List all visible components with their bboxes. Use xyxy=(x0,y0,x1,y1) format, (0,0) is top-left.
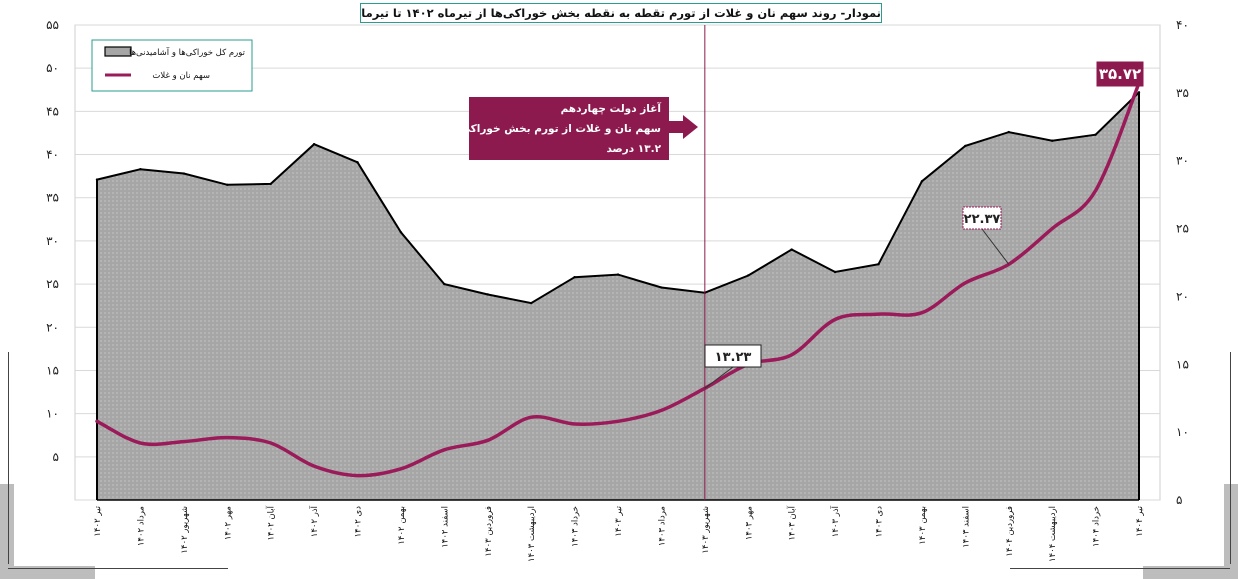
area-point xyxy=(139,168,142,171)
x-tick-label: بهمن ۱۴۰۲ xyxy=(397,506,407,545)
annotation-text-line: سهم نان و غلات از تورم بخش خوراکی‌ها: xyxy=(445,123,661,135)
area-point xyxy=(1007,130,1010,134)
x-tick-label: فروردین ۱۴۰۳ xyxy=(484,506,494,557)
annotation-text-line: آغاز دولت چهاردهم xyxy=(561,102,662,115)
y-left-tick-label: ۳۵ xyxy=(46,191,59,205)
area-point xyxy=(95,178,99,181)
frame-line-right xyxy=(1230,352,1231,564)
value-label-box xyxy=(962,206,1002,230)
area-point xyxy=(529,301,533,305)
x-tick-label: شهریور ۱۴۰۳ xyxy=(701,506,711,554)
x-tick-label: تیر ۱۴۰۲ xyxy=(93,505,103,536)
annotation-text-line: ۱۳.۲ درصد xyxy=(606,143,661,155)
y-right-tick-label: ۲۰ xyxy=(1176,289,1189,303)
x-tick-label: فروردین ۱۴۰۴ xyxy=(1005,506,1015,557)
x-tick-label: تیر ۱۴۰۴ xyxy=(1135,505,1145,536)
y-right-tick-label: ۱۰ xyxy=(1176,425,1189,439)
y-right-tick-label: ۳۰ xyxy=(1176,154,1189,168)
x-tick-label: مرداد ۱۴۰۲ xyxy=(136,506,146,546)
corner-decoration-bottom-right-base xyxy=(1143,566,1238,579)
x-tick-label: آبان ۱۴۰۲ xyxy=(265,505,277,540)
corner-decoration-bottom-left-base xyxy=(0,566,95,579)
area-point xyxy=(486,293,489,296)
area-point xyxy=(399,231,403,234)
x-tick-label: آذر ۱۴۰۳ xyxy=(829,505,841,537)
x-tick-label: اردیبهشت ۱۴۰۴ xyxy=(1048,506,1058,562)
y-left-tick-label: ۴۰ xyxy=(46,148,59,162)
area-point xyxy=(833,270,837,274)
area-point xyxy=(616,273,620,276)
y-left-tick-label: ۳۰ xyxy=(46,234,59,248)
area-fill-total-food-inflation xyxy=(97,92,1139,501)
value-label-box xyxy=(704,344,762,368)
y-left-tick-label: ۴۵ xyxy=(46,104,59,118)
y-right-tick-label: ۴۰ xyxy=(1176,18,1189,32)
value-label: ۳۵.۷۲ xyxy=(1099,65,1141,83)
value-label-box xyxy=(1096,61,1144,87)
x-tick-label: دی ۱۴۰۲ xyxy=(354,506,364,538)
value-label-leader xyxy=(704,366,734,389)
area-point xyxy=(269,182,272,186)
x-tick-label: دی ۱۴۰۳ xyxy=(875,506,885,538)
area-point xyxy=(920,180,924,183)
x-tick-label: تیر ۱۴۰۳ xyxy=(614,505,624,536)
area-point xyxy=(226,183,229,186)
area-point xyxy=(573,275,576,279)
area-point xyxy=(356,161,359,164)
x-tick-label: بهمن ۱۴۰۳ xyxy=(918,506,928,545)
annotation-arrow-icon xyxy=(669,115,698,139)
legend-label-area: تورم کل خوراکی‌ها و آشامیدنی‌ها xyxy=(129,46,246,58)
x-tick-label: آذر ۱۴۰۲ xyxy=(308,505,320,537)
x-tick-label: مرداد ۱۴۰۳ xyxy=(657,506,667,546)
x-tick-label: آبان ۱۴۰۳ xyxy=(786,505,798,540)
y-right-tick-label: ۵ xyxy=(1176,493,1182,507)
area-point xyxy=(312,142,316,146)
area-point xyxy=(790,248,793,251)
y-right-tick-label: ۲۵ xyxy=(1176,222,1189,236)
legend: تورم کل خوراکی‌ها و آشامیدنی‌ها سهم نان و… xyxy=(91,39,253,92)
value-label-leader xyxy=(981,228,1010,265)
y-left-tick-label: ۵۵ xyxy=(46,18,59,32)
area-point xyxy=(660,286,663,289)
y-left-tick-label: ۲۵ xyxy=(46,277,59,291)
y-left-tick-label: ۱۵ xyxy=(46,363,59,377)
chart-title: نمودار- روند سهم نان و غلات از تورم تقطه… xyxy=(360,3,882,23)
x-tick-label: اسفند ۱۴۰۲ xyxy=(440,506,450,548)
y-right-tick-label: ۱۵ xyxy=(1176,357,1189,371)
area-point xyxy=(747,274,750,277)
x-tick-label: شهریور ۱۴۰۲ xyxy=(180,506,190,554)
area-point xyxy=(443,282,446,286)
x-tick-label: اردیبهشت ۱۴۰۳ xyxy=(527,506,537,562)
corner-decoration-bottom-left xyxy=(0,484,14,579)
line-bread-cereals-share xyxy=(95,81,1141,478)
y-left-tick-label: ۲۰ xyxy=(46,320,59,334)
area-point xyxy=(182,172,186,175)
value-label: ۱۳.۲۳ xyxy=(715,350,752,365)
area-point xyxy=(1050,139,1054,142)
x-tick-label: مهر ۱۴۰۳ xyxy=(744,506,754,540)
frame-line-left xyxy=(8,352,9,564)
area-point xyxy=(964,144,967,148)
corner-decoration-bottom-right xyxy=(1224,484,1238,579)
legend-swatch-area xyxy=(104,46,132,57)
frame-line-bottom-left xyxy=(8,568,228,569)
y-right-tick-label: ۳۵ xyxy=(1176,86,1189,100)
y-left-tick-label: ۵۰ xyxy=(46,61,59,75)
x-tick-label: اسفند ۱۴۰۳ xyxy=(961,506,971,548)
x-tick-label: خرداد ۱۴۰۳ xyxy=(571,506,581,547)
annotation-box xyxy=(469,97,669,160)
x-tick-label: خرداد ۱۴۰۴ xyxy=(1092,506,1102,547)
frame-line-bottom-right xyxy=(1010,568,1230,569)
area-point xyxy=(1137,91,1141,94)
x-tick-label: مهر ۱۴۰۲ xyxy=(223,506,233,540)
area-point xyxy=(1094,133,1097,136)
y-left-tick-label: ۵ xyxy=(53,450,59,464)
area-point xyxy=(877,263,880,266)
value-label: ۲۲.۳۷ xyxy=(964,212,1001,227)
y-left-tick-label: ۱۰ xyxy=(46,407,59,421)
legend-label-line: سهم نان و غلات xyxy=(152,71,210,81)
